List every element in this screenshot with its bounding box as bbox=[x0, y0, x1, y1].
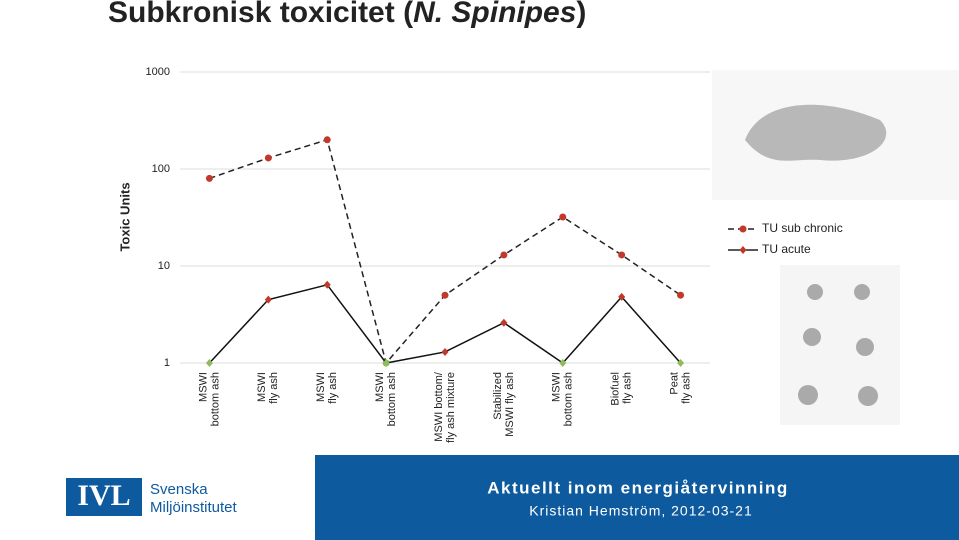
point bbox=[618, 292, 626, 301]
x-tick-line: fly ash mixture bbox=[445, 372, 457, 443]
point bbox=[677, 291, 685, 299]
x-tick-line: Peat bbox=[668, 372, 680, 395]
x-tick-line: bottom ash bbox=[563, 372, 575, 426]
slide-title: Subkronisk toxicitet (N. Spinipes) bbox=[108, 0, 586, 29]
title-part: ) bbox=[576, 0, 586, 29]
point bbox=[264, 295, 272, 304]
x-tick-line: fly ash bbox=[268, 372, 280, 404]
point bbox=[559, 359, 567, 367]
x-tick-line: fly ash bbox=[327, 372, 339, 404]
title-part: N. Spinipes bbox=[413, 0, 576, 29]
y-tick-label: 1000 bbox=[146, 66, 170, 78]
x-tick-line: Stabilized bbox=[492, 372, 504, 420]
photo bbox=[780, 265, 900, 425]
point bbox=[205, 359, 213, 367]
footer-byline: Kristian Hemström, 2012-03-21 bbox=[529, 503, 753, 519]
point bbox=[264, 154, 272, 162]
x-tick-line: MSWI fly ash bbox=[504, 372, 516, 437]
x-tick-line: MSWI bbox=[551, 372, 563, 402]
point bbox=[323, 136, 331, 144]
point bbox=[441, 347, 449, 356]
x-tick-line: fly ash bbox=[680, 372, 692, 404]
x-tick-line: bottom ash bbox=[386, 372, 398, 426]
point bbox=[441, 291, 449, 299]
point bbox=[205, 174, 213, 182]
legend-label: TU sub chronic bbox=[762, 221, 843, 235]
amphipod bbox=[745, 104, 887, 161]
y-axis-label: Toxic Units bbox=[117, 182, 132, 251]
x-tick-label: MSWI bottom ash bbox=[197, 372, 221, 426]
footer-heading: Aktuellt inom energiåtervinning bbox=[487, 478, 789, 497]
x-tick-line: bottom ash bbox=[209, 372, 221, 426]
photos bbox=[712, 70, 959, 425]
x-tick-line: MSWI bbox=[256, 372, 268, 402]
logo-text: IVL bbox=[77, 479, 130, 512]
point bbox=[382, 359, 390, 367]
x-tick-label: MSWI bottom ash bbox=[551, 372, 575, 426]
x-tick-line: Biofuel bbox=[610, 372, 622, 406]
legend-marker bbox=[739, 246, 747, 254]
larvae bbox=[798, 284, 878, 406]
title-part: Subkronisk toxicitet ( bbox=[108, 0, 413, 29]
x-tick-line: fly ash bbox=[622, 372, 634, 404]
x-tick-label: MSWI bottom/fly ash mixture bbox=[433, 371, 457, 443]
x-tick-label: Stabilized MSWI fly ash bbox=[492, 372, 516, 437]
y-tick-label: 10 bbox=[158, 260, 170, 272]
point bbox=[500, 251, 508, 259]
legend-marker bbox=[739, 225, 747, 233]
point bbox=[559, 213, 567, 221]
x-tick-label: Biofuel fly ash bbox=[610, 372, 634, 406]
logo-mark bbox=[66, 478, 142, 516]
point bbox=[618, 251, 626, 259]
y-tick-label: 100 bbox=[152, 163, 170, 175]
legend-label: TU acute bbox=[762, 242, 811, 256]
x-tick-line: MSWI bbox=[315, 372, 327, 402]
x-tick-label: MSWI fly ash bbox=[315, 372, 339, 404]
x-tick-line: MSWI bottom/ bbox=[433, 371, 445, 442]
point bbox=[677, 359, 685, 367]
logo-box bbox=[0, 455, 315, 540]
x-tick-label: MSWI fly ash bbox=[256, 372, 280, 404]
x-tick-line: MSWI bbox=[197, 372, 209, 402]
logo-text: Svenska bbox=[150, 481, 208, 498]
x-tick-label: MSWI bottom ash bbox=[374, 372, 398, 426]
y-tick-label: 1 bbox=[164, 357, 170, 369]
point bbox=[323, 280, 331, 289]
x-tick-label: Peat fly ash bbox=[668, 372, 692, 404]
point bbox=[500, 318, 508, 327]
series-line bbox=[209, 138, 681, 365]
logo-text: Miljöinstitutet bbox=[150, 499, 238, 516]
x-tick-line: MSWI bbox=[374, 372, 386, 402]
